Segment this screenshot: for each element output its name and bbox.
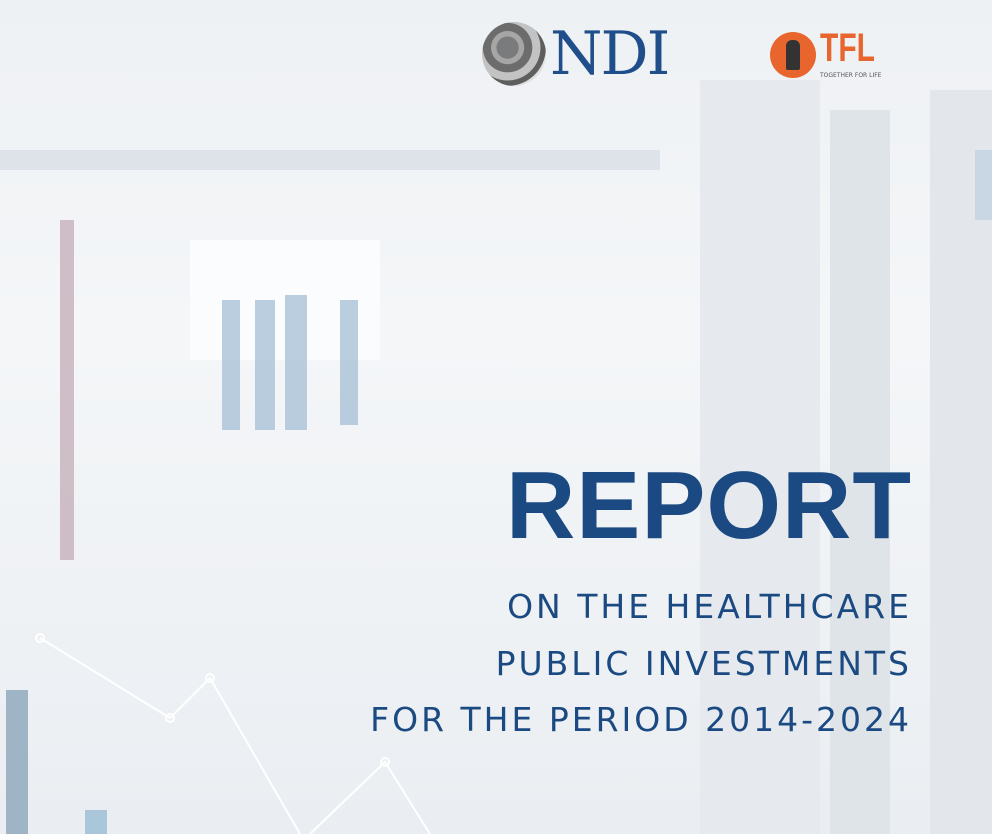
subtitle-line-2: PUBLIC INVESTMENTS <box>495 644 912 683</box>
ndi-logo-text: NDI <box>550 19 670 89</box>
tfl-logo: TFL TOGETHER FOR LIFE <box>770 28 893 79</box>
ndi-logo: NDI <box>482 19 670 89</box>
tfl-logo-text: TFL <box>820 26 875 70</box>
report-title: REPORT <box>505 452 912 559</box>
sun-hand-icon <box>770 32 816 78</box>
subtitle-line-3: FOR THE PERIOD 2014-2024 <box>370 700 912 739</box>
tfl-tagline: TOGETHER FOR LIFE <box>820 72 882 79</box>
globe-icon <box>482 22 546 86</box>
subtitle-line-1: ON THE HEALTHCARE <box>507 587 912 626</box>
